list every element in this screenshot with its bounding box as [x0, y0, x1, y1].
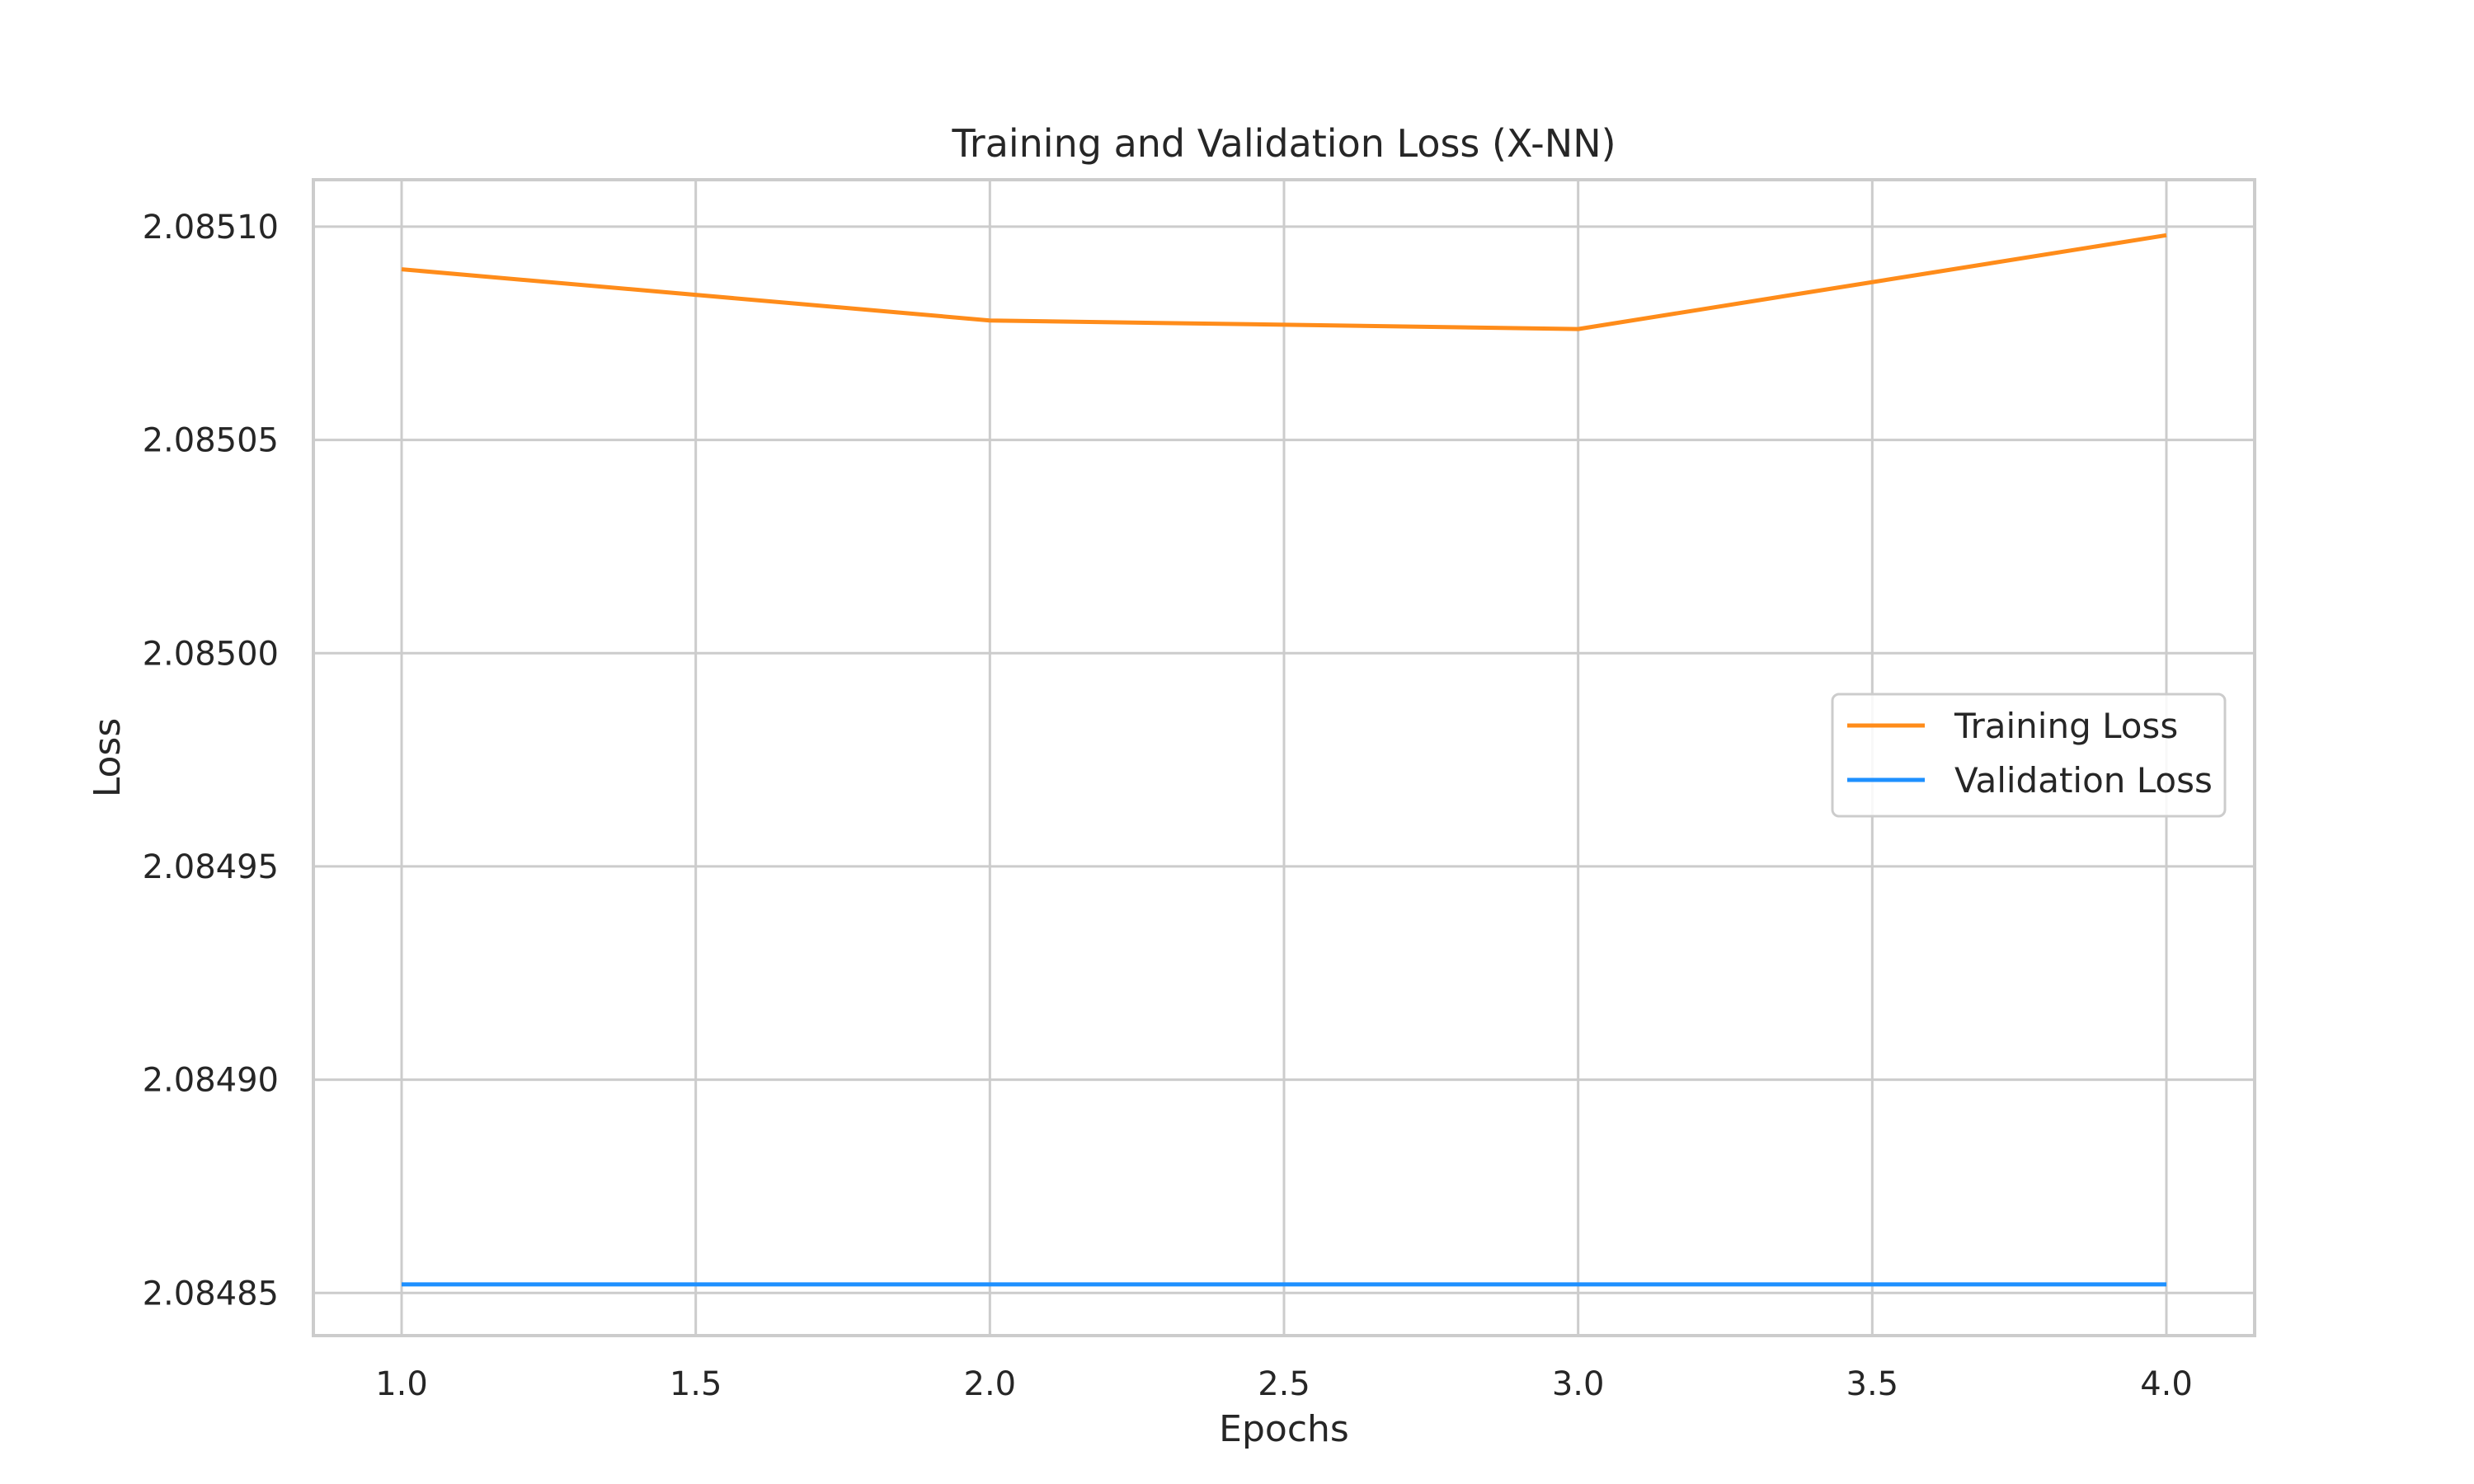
y-tick-label: 2.08490	[143, 1062, 279, 1100]
y-tick-label: 2.08485	[143, 1275, 279, 1313]
x-tick-label: 3.0	[1552, 1365, 1605, 1403]
y-tick-label: 2.08500	[143, 635, 279, 673]
series-layer	[401, 232, 2167, 1287]
y-grid-lines	[313, 225, 2255, 1294]
x-tick-labels: 1.0 1.5 2.0 2.5 3.0 3.5 4.0	[375, 1365, 2193, 1403]
legend-box	[1831, 693, 2227, 818]
y-tick-label: 2.08510	[143, 209, 279, 247]
x-tick-label: 2.5	[1258, 1365, 1310, 1403]
x-tick-label: 4.0	[2140, 1365, 2193, 1403]
validation-loss-legend-label: Validation Loss	[1954, 760, 2213, 801]
x-tick-label: 3.5	[1846, 1365, 1899, 1403]
legend: Training Loss Validation Loss	[1831, 693, 2227, 818]
x-tick-label: 1.0	[375, 1365, 428, 1403]
training-loss-legend-label: Training Loss	[1954, 706, 2178, 746]
y-tick-label: 2.08505	[143, 422, 279, 460]
y-tick-labels: 2.08485 2.08490 2.08495 2.08500 2.08505 2.085…	[143, 209, 279, 1313]
y-axis-label: Loss	[87, 718, 129, 798]
plot-frame	[312, 178, 2256, 1337]
y-tick-label: 2.08495	[143, 848, 279, 886]
chart-title: Training and Validation Loss (X-NN)	[951, 121, 1616, 166]
x-tick-label: 1.5	[670, 1365, 722, 1403]
x-tick-label: 2.0	[964, 1365, 1017, 1403]
x-axis-label: Epochs	[1219, 1408, 1349, 1450]
training-loss-line	[401, 232, 2167, 331]
